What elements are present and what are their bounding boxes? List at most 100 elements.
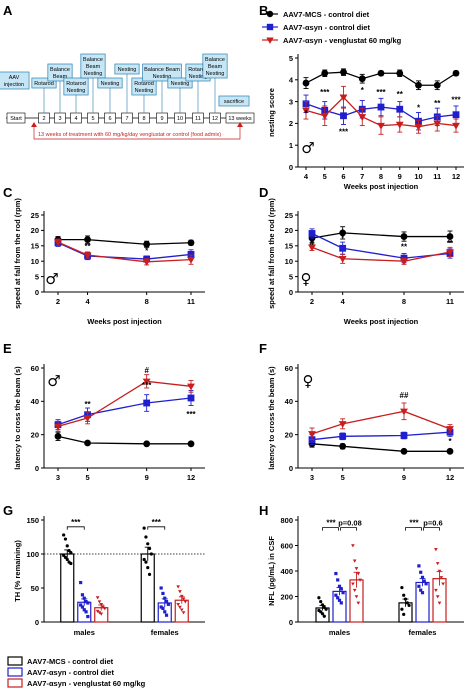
legend-bottom: AAV7-MCS - control diet AAV7-αsyn - contr… [7,656,146,688]
x-tick-label: 7 [360,172,364,181]
data-point-asyn [340,112,347,120]
data-point-veng [400,408,408,416]
legend-label-mcs: AAV7-MCS - control diet [27,657,114,666]
x-tick-label: 3 [56,473,60,482]
data-point-veng [452,122,460,130]
significance-label: *** [376,88,386,97]
data-point-veng [437,569,442,573]
data-point-veng [435,562,440,566]
significance-label: ** [397,90,404,99]
data-point-veng [433,120,442,128]
legend-label-asyn: AAV7-αsyn - control diet [27,668,114,677]
panel-label-a: A [3,3,13,18]
data-point-asyn [341,591,345,595]
timeline-event-label: AAV [9,75,20,81]
y-axis-label: nesting score [267,88,276,137]
data-point-mcs [147,546,152,551]
y-axis-label: NFL (pg/mL) in CSF [267,536,276,606]
data-point-veng [99,603,104,607]
series-line-asyn [57,242,192,260]
data-point-asyn [86,614,90,619]
timeline-event-label: Rotarod [134,81,154,87]
data-point-veng [101,605,105,609]
data-point-mcs [340,68,347,76]
series-line-mcs [57,435,191,445]
series-mcs [302,68,460,91]
data-point-mcs [146,542,150,546]
significance-label: *** [71,518,81,527]
y-tick-label: 0 [35,288,39,297]
data-point-veng [358,114,367,121]
significance-label: * [304,109,308,118]
series-asyn [54,390,195,431]
timeline-week-label: 12 [212,116,218,122]
timeline-event-box [202,53,228,79]
x-tick-label: 9 [145,473,149,482]
data-point-asyn [161,591,165,596]
data-point-mcs [403,597,408,601]
data-point-mcs [69,561,73,566]
data-point-asyn [84,600,88,604]
data-point-asyn [419,570,423,574]
timeline-event-label: Rotarod [34,81,54,87]
data-point-mcs [319,600,323,604]
timeline-event-label: Nesting [84,71,103,77]
timeline-event-label: sacrifice [224,99,244,105]
data-point-mcs [400,233,408,240]
data-point-veng [178,605,182,609]
data-point-asyn [187,394,195,402]
data-point-mcs [405,601,409,605]
sex-symbol: ♂ [45,270,58,288]
data-point-veng [181,611,186,615]
y-tick-label: 10 [285,257,293,266]
data-point-asyn [166,602,170,606]
data-point-mcs [84,236,91,244]
timeline-event-label: Balance [205,57,225,63]
timeline-event-box [218,95,250,107]
x-tick-label: 9 [398,172,402,181]
series-line-asyn [57,397,192,426]
data-point-veng [176,585,180,589]
data-point-mcs [402,593,406,597]
timeline-event-label: Beam [86,64,101,70]
data-point-mcs [358,75,366,83]
y-tick-label: 600 [280,541,293,550]
treatment-start-arrow [31,122,37,127]
y-axis-label: latency to cross the beam (s) [267,366,276,470]
data-point-mcs [400,447,408,455]
series-line-mcs [311,232,450,239]
data-point-asyn [417,564,421,568]
data-point-mcs [402,612,406,616]
significance-label: ** [447,239,454,248]
data-point-asyn [420,575,425,579]
series-veng [54,374,195,432]
data-point-veng [95,596,100,600]
y-tick-label: 5 [289,272,293,281]
data-point-mcs [320,603,325,607]
y-tick-label: 0 [35,618,39,627]
data-point-veng [187,383,195,391]
x-tick-label: 11 [187,297,195,306]
data-point-asyn [187,251,195,258]
data-point-asyn [163,610,167,614]
series-mcs [308,440,454,455]
timeline-week-label: 3 [58,116,61,122]
data-point-veng [435,595,440,599]
data-point-asyn [79,603,83,607]
treatment-bracket [33,124,241,140]
y-tick-label: 0 [289,288,293,297]
legend-label-veng: AAV7-αsyn - venglustat 60 mg/kg [27,679,146,688]
data-point-veng [437,601,442,605]
series-mcs [308,226,454,244]
chart-panel-e: 0 20 40 60 latency to cross the beam (s) 3 5 9 1… [13,364,205,482]
data-point-veng [54,239,62,247]
series-veng [302,85,460,135]
timeline-week-label: 5 [91,116,94,122]
data-point-asyn [424,582,428,586]
series-line-asyn [311,232,451,259]
x-tick-label: 2 [310,297,314,306]
data-point-veng [176,603,180,607]
significance-bracket [322,527,339,531]
data-point-mcs [324,607,328,611]
